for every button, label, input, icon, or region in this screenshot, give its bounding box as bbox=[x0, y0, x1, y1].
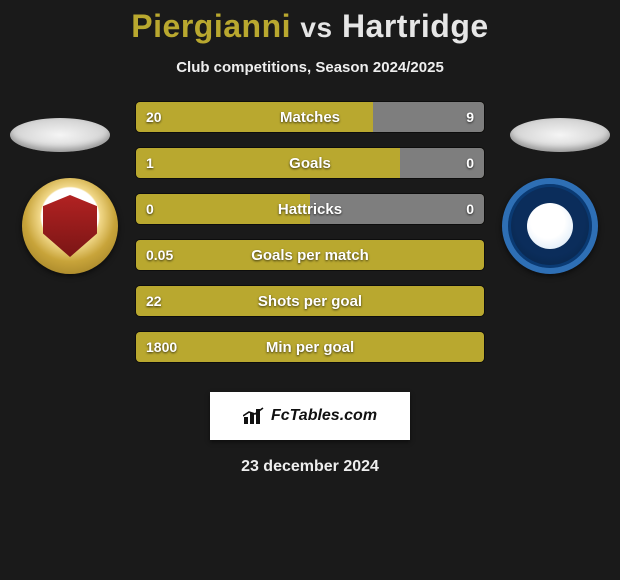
stat-row: 1800Min per goal bbox=[136, 332, 484, 362]
comparison-title: Piergianni vs Hartridge bbox=[0, 0, 620, 45]
stat-segment-player1 bbox=[136, 148, 400, 178]
player2-name: Hartridge bbox=[342, 8, 489, 44]
subtitle: Club competitions, Season 2024/2025 bbox=[0, 59, 620, 76]
stat-segment-player2 bbox=[310, 194, 484, 224]
stat-segment-player1 bbox=[136, 194, 310, 224]
branding-text: FcTables.com bbox=[271, 407, 377, 425]
stat-row: 00Hattricks bbox=[136, 194, 484, 224]
stat-segment-player1 bbox=[136, 240, 484, 270]
vs-text: vs bbox=[300, 12, 332, 43]
player2-club-crest bbox=[502, 178, 598, 274]
comparison-stage: 209Matches 10Goals 00Hattricks 0.05Goals pe… bbox=[0, 102, 620, 382]
stat-segment-player1 bbox=[136, 286, 484, 316]
branding-chart-icon bbox=[243, 407, 265, 425]
stat-bars: 209Matches 10Goals 00Hattricks 0.05Goals pe… bbox=[136, 102, 484, 378]
player1-club-crest bbox=[22, 178, 118, 274]
stat-segment-player2 bbox=[400, 148, 484, 178]
player1-platform bbox=[10, 118, 110, 152]
player2-platform bbox=[510, 118, 610, 152]
stat-segment-player2 bbox=[373, 102, 484, 132]
stat-row: 10Goals bbox=[136, 148, 484, 178]
stat-row: 0.05Goals per match bbox=[136, 240, 484, 270]
stat-row: 209Matches bbox=[136, 102, 484, 132]
stat-segment-player1 bbox=[136, 102, 373, 132]
branding-badge: FcTables.com bbox=[210, 392, 410, 440]
player1-name: Piergianni bbox=[131, 8, 291, 44]
stat-segment-player1 bbox=[136, 332, 484, 362]
stat-row: 22Shots per goal bbox=[136, 286, 484, 316]
footer-date: 23 december 2024 bbox=[0, 458, 620, 476]
